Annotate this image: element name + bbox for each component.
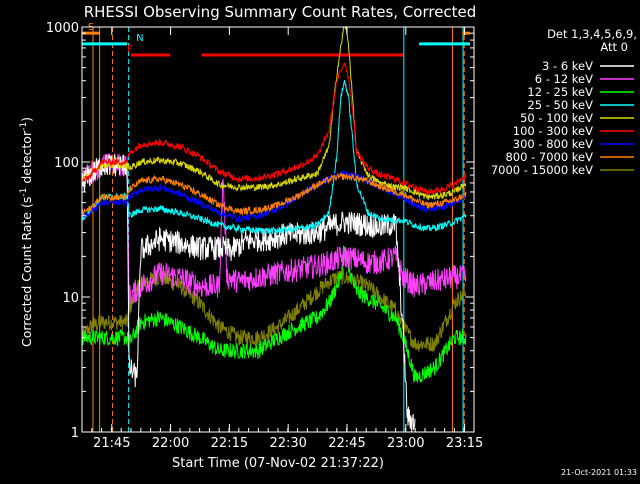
legend-label: 6 - 12 keV bbox=[535, 72, 593, 86]
x-tick-label: 22:45 bbox=[328, 436, 365, 451]
series-line-2 bbox=[81, 246, 467, 383]
x-tick-label: 22:00 bbox=[152, 436, 189, 451]
flag-lines bbox=[92, 27, 465, 432]
x-axis-label: Start Time (07-Nov-02 21:37:22) bbox=[172, 456, 384, 471]
series-line-1 bbox=[81, 153, 467, 308]
legend-header-detectors: Det 1,3,4,5,6,9, bbox=[547, 27, 637, 41]
y-axis-label-part1: Corrected Count Rate (s bbox=[19, 197, 34, 347]
x-tick-label: 21:45 bbox=[93, 436, 130, 451]
flag-label-f: F bbox=[127, 44, 133, 55]
x-tick-label: 22:15 bbox=[211, 436, 248, 451]
y-tick-label: 10 bbox=[62, 291, 79, 306]
legend-label: 300 - 800 keV bbox=[513, 137, 593, 151]
x-axis: 21:45 22:00 22:15 22:30 22:45 23:00 23:15 bbox=[81, 27, 483, 451]
series-line-7 bbox=[81, 172, 467, 217]
y-axis-label-part2: detector bbox=[19, 130, 34, 188]
x-tick-label: 22:30 bbox=[269, 436, 306, 451]
flag-label-s: S bbox=[88, 22, 94, 33]
series-line-5 bbox=[81, 62, 467, 196]
legend-label: 7000 - 15000 keV bbox=[491, 163, 593, 177]
y-axis-label-part3: ) bbox=[19, 117, 34, 122]
legend-label: 50 - 100 keV bbox=[520, 111, 593, 125]
series-group bbox=[81, 25, 467, 433]
series-line-6 bbox=[82, 169, 467, 224]
flag-label-n: N bbox=[136, 33, 143, 44]
y-axis-label: Corrected Count Rate (s-1 detector-1) bbox=[19, 117, 34, 347]
legend-header-attenuator: Att 0 bbox=[600, 40, 628, 54]
y-axis-label-sup2: -1 bbox=[19, 122, 29, 131]
series-line-0 bbox=[81, 153, 416, 433]
y-axis: 1 10 100 1000 bbox=[46, 21, 474, 441]
legend-label: 100 - 300 keV bbox=[513, 124, 593, 138]
x-tick-label: 23:15 bbox=[446, 436, 483, 451]
legend-label: 3 - 6 keV bbox=[542, 59, 593, 73]
y-axis-label-sup1: -1 bbox=[19, 188, 29, 197]
plot-area: SNF 21:45 22:00 22:15 22:30 22:45 23:00 23:15 … bbox=[46, 21, 483, 451]
timestamp: 21-Oct-2021 01:33 bbox=[561, 468, 637, 477]
y-tick-label: 1 bbox=[71, 426, 79, 441]
series-line-3 bbox=[81, 80, 467, 235]
series-line-4 bbox=[81, 25, 467, 201]
y-tick-label: 100 bbox=[54, 156, 79, 171]
legend-label: 800 - 7000 keV bbox=[505, 150, 593, 164]
legend-label: 12 - 25 keV bbox=[527, 85, 593, 99]
x-tick-label: 23:00 bbox=[387, 436, 424, 451]
y-tick-label: 1000 bbox=[46, 21, 79, 36]
chart-title: RHESSI Observing Summary Count Rates, Co… bbox=[84, 3, 477, 21]
legend-label: 25 - 50 keV bbox=[527, 98, 593, 112]
